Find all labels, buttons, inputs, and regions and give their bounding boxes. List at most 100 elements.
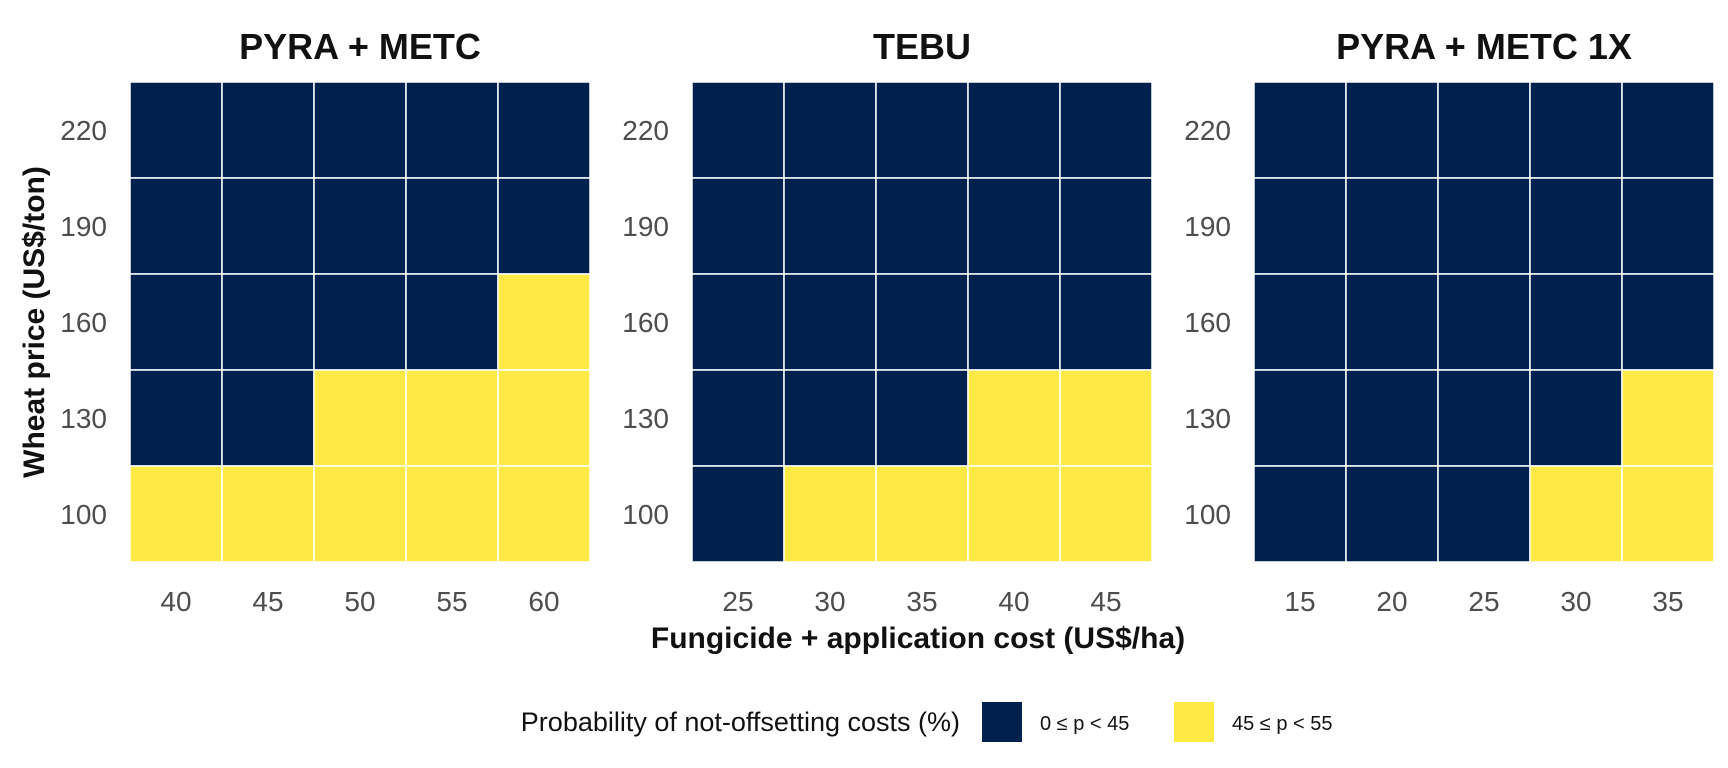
heatmap-cell — [1345, 177, 1439, 275]
heatmap-cell — [691, 177, 785, 275]
heatmap-cell — [221, 273, 315, 371]
heatmap-cell — [1437, 369, 1531, 467]
legend-label: 45 ≤ p < 55 — [1232, 713, 1333, 735]
y-tick-label: 100 — [1184, 499, 1231, 530]
y-tick-label: 130 — [622, 403, 669, 434]
heatmap-cell — [875, 369, 969, 467]
heatmap-cell — [1253, 177, 1347, 275]
x-tick-label: 45 — [1090, 586, 1121, 617]
heatmap-cell — [967, 273, 1061, 371]
heatmap-cell — [783, 369, 877, 467]
heatmap-cell — [313, 177, 407, 275]
heatmap-cell — [1529, 81, 1623, 179]
y-tick-label: 190 — [60, 211, 107, 242]
legend: Probability of not-offsetting costs (%) … — [521, 702, 1333, 742]
heatmap-cell — [783, 177, 877, 275]
heatmap-cell — [875, 81, 969, 179]
heatmap-cell — [497, 177, 591, 275]
heatmap-cell — [129, 81, 223, 179]
heatmap-cell — [783, 465, 877, 563]
x-tick-label: 30 — [814, 586, 845, 617]
y-tick-label: 220 — [60, 115, 107, 146]
heatmap-cell — [313, 81, 407, 179]
legend-swatch — [1174, 702, 1214, 742]
heatmap-cell — [221, 177, 315, 275]
heatmap-cell — [1253, 465, 1347, 563]
heatmap-cell — [221, 81, 315, 179]
heatmap-cell — [497, 81, 591, 179]
heatmap-cell — [129, 177, 223, 275]
y-tick-label: 160 — [60, 307, 107, 338]
heatmap-cell — [405, 273, 499, 371]
x-tick-label: 55 — [436, 586, 467, 617]
heatmap-cell — [405, 369, 499, 467]
heatmap-cell — [1059, 81, 1153, 179]
heatmap-cell — [313, 369, 407, 467]
heatmap-cell — [313, 273, 407, 371]
heatmap-cell — [1621, 81, 1715, 179]
heatmap-cell — [1253, 273, 1347, 371]
heatmap-cell — [405, 81, 499, 179]
x-tick-label: 25 — [1468, 586, 1499, 617]
heatmap-cell — [1253, 81, 1347, 179]
heatmap-cell — [1621, 273, 1715, 371]
heatmap-cell — [405, 465, 499, 563]
y-tick-label: 160 — [1184, 307, 1231, 338]
heatmap-cell — [691, 465, 785, 563]
panel-title: TEBU — [873, 26, 971, 67]
y-tick-label: 100 — [60, 499, 107, 530]
heatmap-cell — [497, 369, 591, 467]
heatmap-cell — [1529, 369, 1623, 467]
y-tick-label: 160 — [622, 307, 669, 338]
heatmap-cell — [497, 273, 591, 371]
x-tick-label: 15 — [1284, 586, 1315, 617]
heatmap-cell — [691, 273, 785, 371]
x-tick-label: 25 — [722, 586, 753, 617]
heatmap-cell — [967, 465, 1061, 563]
x-axis-title: Fungicide + application cost (US$/ha) — [651, 622, 1185, 655]
x-tick-label: 40 — [160, 586, 191, 617]
y-tick-label: 190 — [622, 211, 669, 242]
x-tick-label: 35 — [1652, 586, 1683, 617]
x-tick-label: 30 — [1560, 586, 1591, 617]
heatmap-cell — [1059, 273, 1153, 371]
heatmap-cell — [129, 273, 223, 371]
heatmap-cell — [875, 273, 969, 371]
heatmap-cell — [405, 177, 499, 275]
x-tick-label: 45 — [252, 586, 283, 617]
legend-label: 0 ≤ p < 45 — [1040, 713, 1129, 735]
heatmap-cell — [1621, 369, 1715, 467]
heatmap-cell — [967, 81, 1061, 179]
panel-title: PYRA + METC 1X — [1336, 26, 1632, 67]
heatmap-cell — [1529, 177, 1623, 275]
heatmap-cell — [221, 465, 315, 563]
panel-title: PYRA + METC — [239, 26, 481, 67]
heatmap-cell — [221, 369, 315, 467]
heatmap-cell — [313, 465, 407, 563]
heatmap-cell — [1345, 81, 1439, 179]
heatmap-cell — [1345, 369, 1439, 467]
heatmap-panel: PYRA + METC 40 45 50 55 60 100 130 160 190 220 — [60, 26, 591, 617]
heatmap-panel: PYRA + METC 1X 15 20 25 30 35 100 130 160 190 220 — [1184, 26, 1715, 617]
heatmap-cell — [875, 465, 969, 563]
legend-title: Probability of not-offsetting costs (%) — [521, 707, 960, 737]
y-tick-label: 100 — [622, 499, 669, 530]
y-tick-label: 220 — [622, 115, 669, 146]
y-tick-label: 190 — [1184, 211, 1231, 242]
y-tick-label: 130 — [1184, 403, 1231, 434]
y-tick-label: 130 — [60, 403, 107, 434]
x-tick-label: 60 — [528, 586, 559, 617]
x-tick-label: 35 — [906, 586, 937, 617]
heatmap-cell — [691, 369, 785, 467]
heatmap-cell — [783, 273, 877, 371]
y-tick-label: 220 — [1184, 115, 1231, 146]
heatmap-cell — [783, 81, 877, 179]
heatmap-cell — [1437, 177, 1531, 275]
heatmap-cell — [1621, 465, 1715, 563]
heatmap-cell — [1437, 81, 1531, 179]
x-tick-label: 20 — [1376, 586, 1407, 617]
heatmap-cell — [691, 81, 785, 179]
heatmap-cell — [1437, 465, 1531, 563]
